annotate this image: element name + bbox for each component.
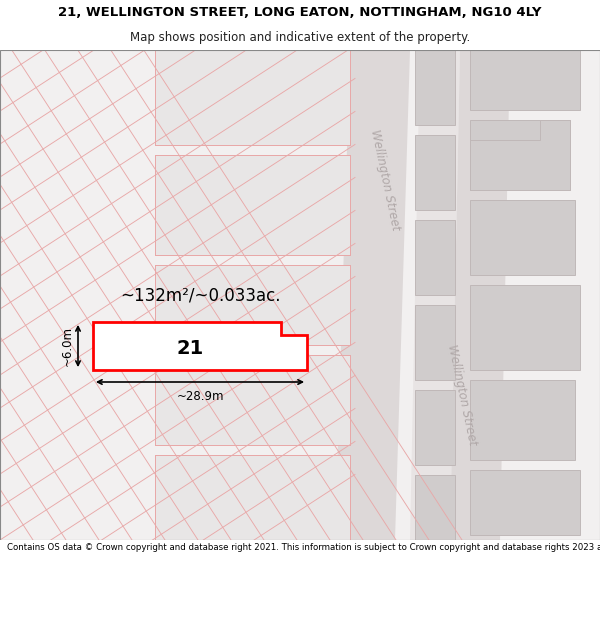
Polygon shape [470,120,570,190]
Polygon shape [155,455,350,540]
Polygon shape [470,380,575,460]
Text: 21, WELLINGTON STREET, LONG EATON, NOTTINGHAM, NG10 4LY: 21, WELLINGTON STREET, LONG EATON, NOTTI… [58,6,542,19]
Polygon shape [470,200,575,275]
Polygon shape [155,155,350,255]
Polygon shape [335,50,410,540]
Polygon shape [415,390,455,465]
Text: Wellington Street: Wellington Street [445,343,479,447]
Polygon shape [415,475,455,540]
Polygon shape [155,355,350,445]
Polygon shape [470,470,580,535]
Polygon shape [415,50,455,125]
Text: ~28.9m: ~28.9m [176,390,224,403]
Polygon shape [470,50,580,110]
Text: 21: 21 [176,339,203,357]
Text: Wellington Street: Wellington Street [368,128,402,232]
Text: Contains OS data © Crown copyright and database right 2021. This information is : Contains OS data © Crown copyright and d… [7,542,600,551]
Polygon shape [415,135,455,210]
Polygon shape [415,220,455,295]
Polygon shape [155,265,350,345]
Polygon shape [155,50,350,145]
Polygon shape [410,50,460,540]
Text: Map shows position and indicative extent of the property.: Map shows position and indicative extent… [130,31,470,44]
Polygon shape [450,50,510,540]
Text: ~6.0m: ~6.0m [61,326,74,366]
Polygon shape [470,285,580,370]
Text: ~132m²/~0.033ac.: ~132m²/~0.033ac. [120,286,280,304]
Polygon shape [93,322,307,370]
Polygon shape [470,120,570,190]
Polygon shape [415,305,455,380]
